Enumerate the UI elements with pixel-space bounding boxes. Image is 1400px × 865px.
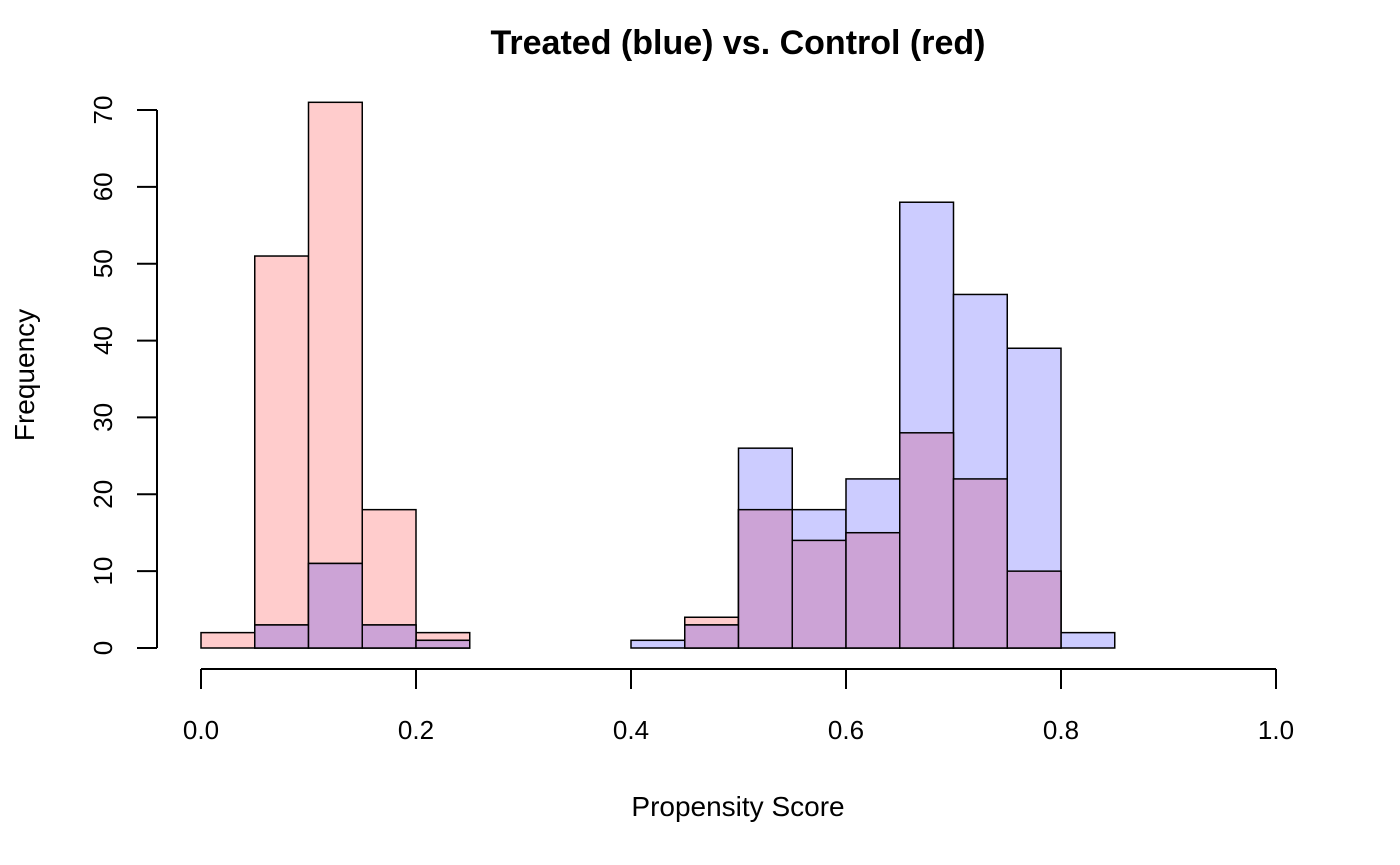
bar-overlap-12: [845, 531, 901, 649]
x-tick-label: 0.4: [613, 715, 649, 745]
bar-control-1: [254, 255, 310, 649]
bar-overlap-14: [952, 478, 1008, 649]
bar-overlap-10: [737, 508, 793, 649]
chart-title: Treated (blue) vs. Control (red): [491, 24, 986, 62]
bar-overlap-4: [415, 639, 471, 649]
y-axis: 0 10 20 30 40 50 60 70: [88, 96, 158, 655]
x-tick-label: 0.0: [183, 715, 219, 745]
y-axis-label: Frequency: [9, 309, 40, 441]
y-tick-label: 50: [88, 249, 118, 278]
bar-control-0: [200, 631, 256, 649]
bar-treated-16: [1060, 631, 1116, 649]
x-tick-label: 0.6: [828, 715, 864, 745]
y-tick-label: 20: [88, 480, 118, 509]
x-axis: 0.0 0.2 0.4 0.6 0.8 1.0: [183, 668, 1294, 745]
bar-overlap-1: [254, 624, 310, 649]
x-tick-label: 0.8: [1043, 715, 1079, 745]
bar-overlap-15: [1006, 570, 1062, 649]
bar-overlap-13: [899, 432, 955, 649]
x-tick-label: 1.0: [1258, 715, 1294, 745]
bar-overlap-2: [307, 562, 363, 649]
bar-control-2: [307, 101, 363, 649]
y-tick-label: 70: [88, 96, 118, 125]
y-tick-label: 10: [88, 557, 118, 586]
bar-overlap-9: [684, 624, 740, 649]
bar-overlap-11: [791, 539, 847, 649]
x-axis-label: Propensity Score: [631, 791, 844, 822]
y-tick-label: 60: [88, 172, 118, 201]
bar-treated-8: [630, 639, 686, 649]
bar-overlap-3: [361, 624, 417, 649]
y-tick-label: 30: [88, 403, 118, 432]
bars-group: [200, 101, 1116, 649]
y-tick-label: 40: [88, 326, 118, 355]
y-tick-label: 0: [88, 641, 118, 655]
x-tick-label: 0.2: [398, 715, 434, 745]
